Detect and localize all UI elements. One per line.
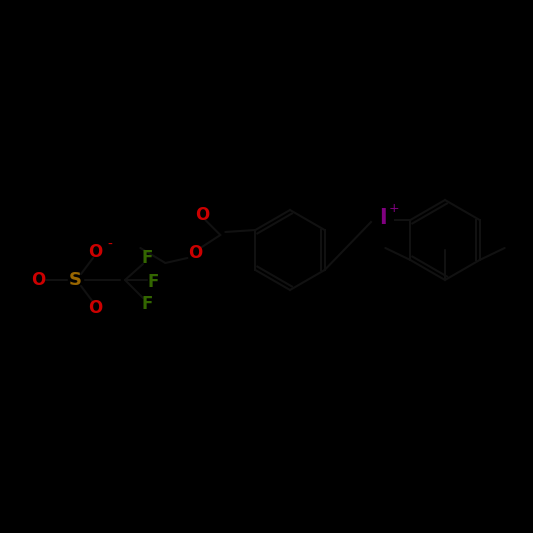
Text: O: O: [195, 206, 209, 224]
Text: F: F: [141, 249, 152, 267]
Text: I: I: [379, 208, 387, 228]
Text: O: O: [88, 243, 102, 261]
Text: F: F: [141, 295, 152, 313]
Text: S: S: [69, 271, 82, 289]
Text: F: F: [147, 273, 159, 291]
Text: O: O: [188, 244, 203, 262]
Text: +: +: [389, 203, 399, 215]
Text: -: -: [108, 238, 112, 252]
Text: O: O: [31, 271, 45, 289]
Text: O: O: [88, 299, 102, 317]
